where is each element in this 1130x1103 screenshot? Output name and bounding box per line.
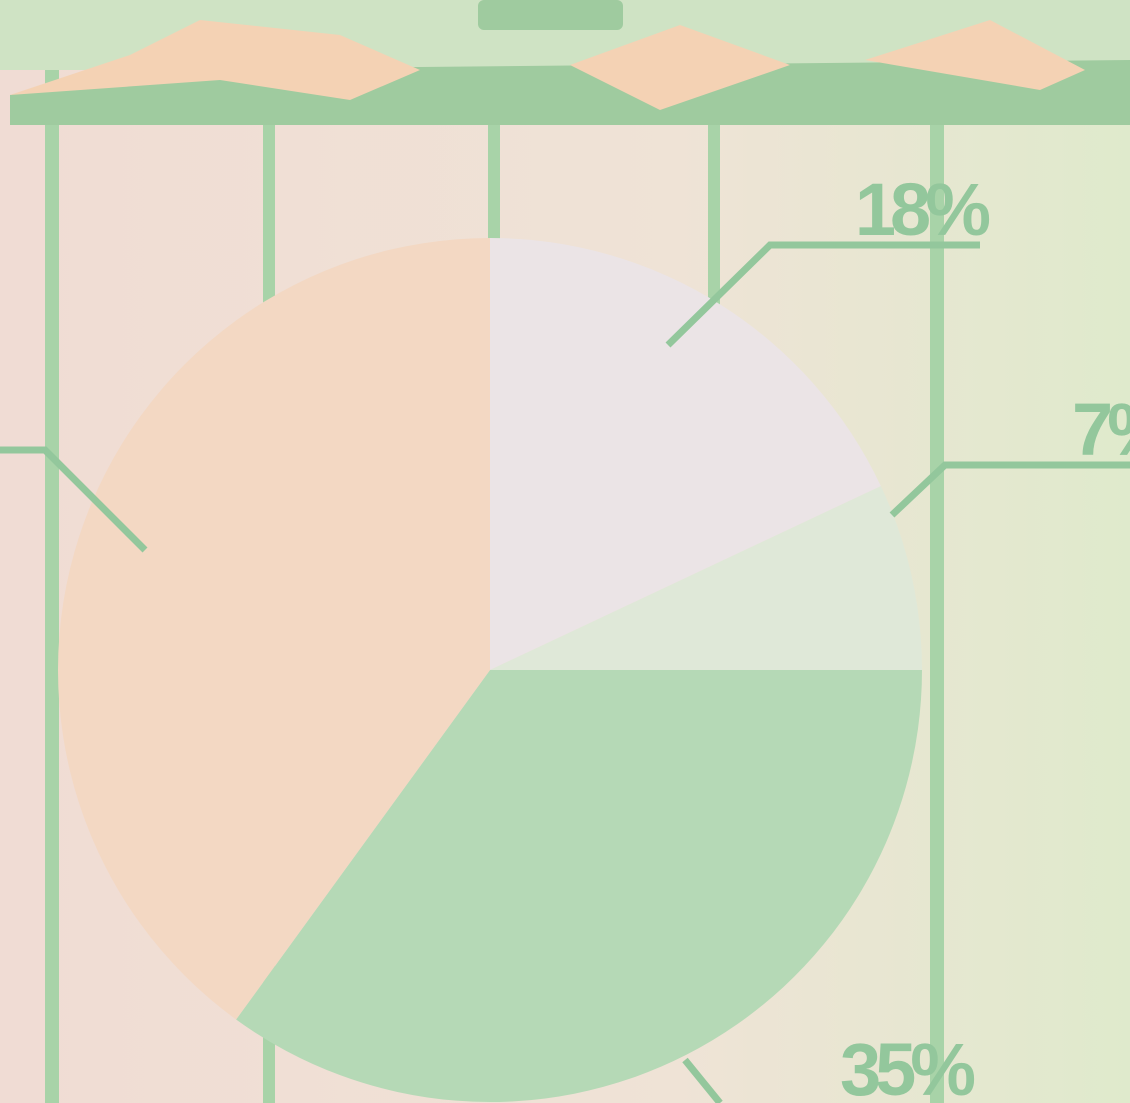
pie-slice: [490, 486, 922, 670]
value-label: 18%: [855, 168, 989, 251]
top-band: [0, 0, 1130, 125]
pie-slice: [236, 670, 922, 1102]
pie: [58, 238, 922, 1102]
value-label: 35%: [840, 1028, 974, 1103]
pie-slice: [58, 238, 490, 1020]
leader-lines: [0, 241, 1130, 1103]
value-label: 7%: [1072, 388, 1130, 471]
pie-slice: [490, 238, 881, 670]
